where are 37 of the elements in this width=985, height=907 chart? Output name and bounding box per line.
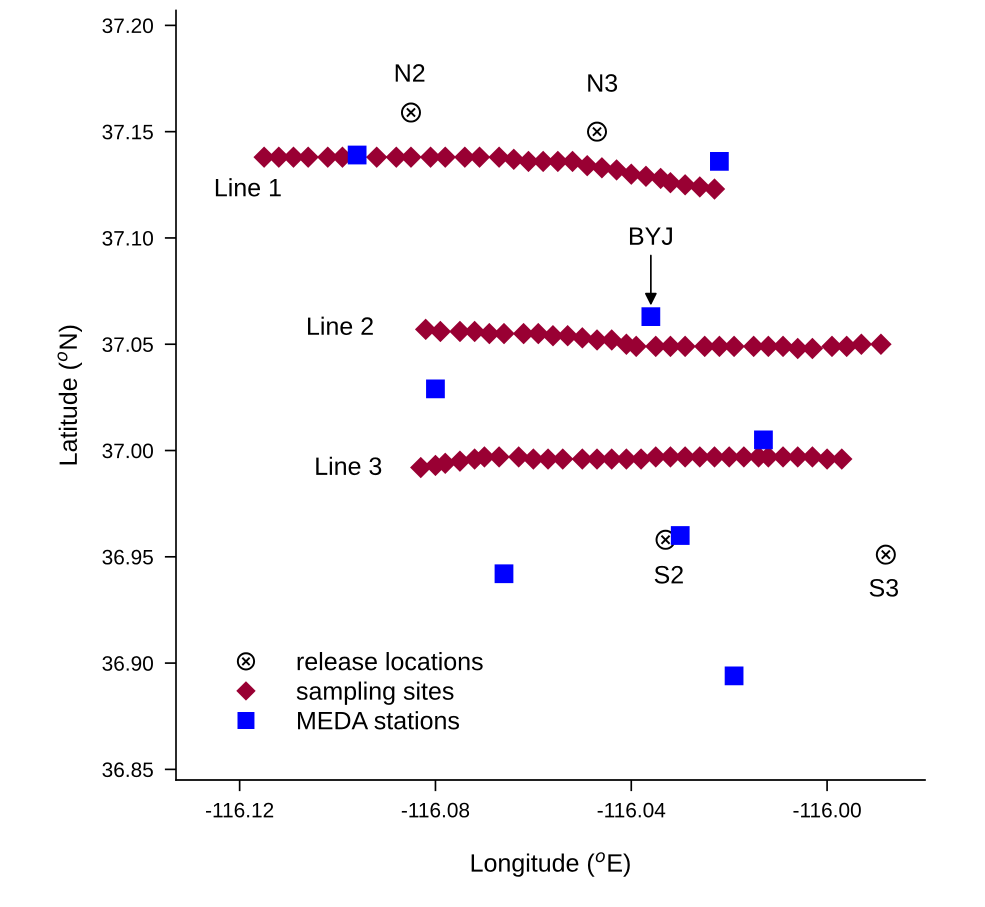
legend-label: MEDA stations — [298, 711, 460, 730]
point — [754, 430, 773, 450]
legend-label: release locations — [298, 652, 483, 670]
x-tick-label: -116.12 — [206, 802, 274, 818]
y-tick-label: 37.15 — [102, 124, 153, 140]
point — [348, 146, 367, 164]
annotation: Line 1 — [216, 178, 281, 197]
x-tick-label: -116.04 — [598, 802, 666, 818]
legend-label: sampling sites — [296, 682, 454, 705]
annotation: N3 — [588, 74, 618, 92]
point — [400, 102, 421, 123]
annotation: Line 2 — [308, 316, 373, 336]
point — [710, 152, 729, 171]
y-tick-label: 37.20 — [102, 18, 153, 34]
point — [426, 379, 445, 398]
x-tick-label: -116.08 — [402, 802, 470, 818]
point — [494, 564, 514, 584]
point — [587, 122, 608, 142]
annotation: S3 — [870, 578, 898, 597]
annotation: BYJ — [630, 228, 672, 245]
point — [656, 530, 676, 550]
y-tick-label: 37.05 — [102, 337, 153, 352]
annotation: S2 — [654, 566, 683, 584]
x-tick-label: -116.00 — [793, 802, 861, 818]
point — [641, 307, 660, 326]
y-axis-title: Latitude ($^{o}$N) — [57, 326, 82, 464]
y-tick-label: 37.00 — [102, 444, 153, 458]
annotation: Line 3 — [316, 456, 382, 476]
y-tick-label: 36.85 — [102, 762, 153, 778]
y-tick-label: 37.10 — [102, 230, 153, 246]
point — [724, 666, 744, 686]
point — [876, 544, 896, 565]
annotation: N2 — [396, 64, 424, 82]
x-axis-title: Longitude ($^{o}$E) — [472, 852, 630, 877]
y-tick-label: 36.95 — [102, 550, 153, 565]
point — [670, 526, 690, 545]
y-tick-label: 36.90 — [102, 656, 153, 671]
